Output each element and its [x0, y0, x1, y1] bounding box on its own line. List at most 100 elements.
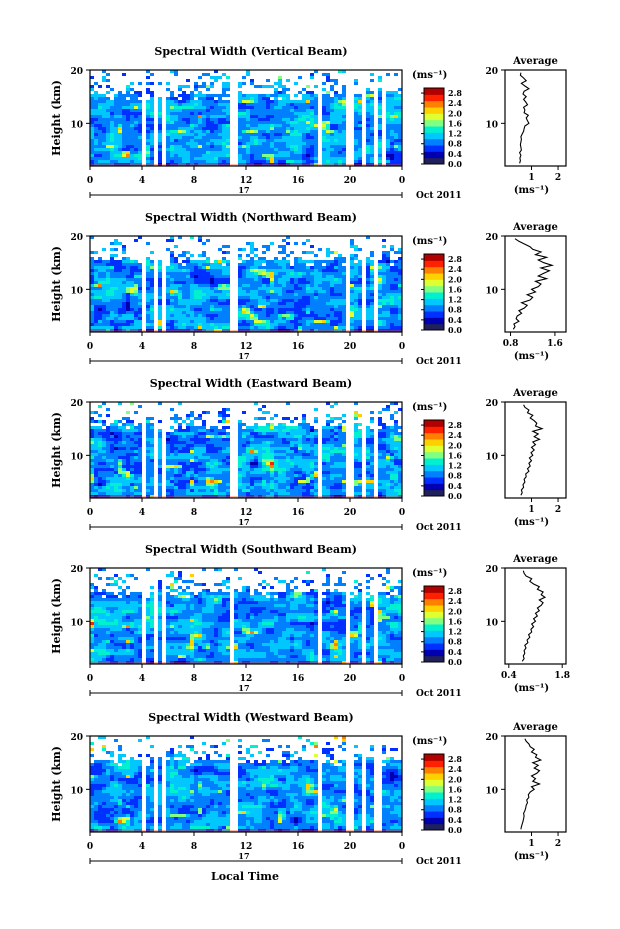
x-tick-label: 4 [139, 176, 145, 186]
colorbar-swatch [424, 779, 444, 787]
colorbar-tick-label: 1.6 [448, 118, 462, 128]
y-tick-label: 20 [70, 233, 83, 243]
avg-x-tick-label: 0.8 [503, 339, 519, 349]
colorbar-tick-label: 0.8 [448, 471, 462, 481]
colorbar-swatch [424, 592, 444, 600]
average-profile-panel: Average 10 20 0.8 1.6 (ms⁻¹) [485, 222, 567, 362]
avg-x-tick-label: 0.4 [501, 671, 517, 681]
colorbar-swatch [424, 323, 444, 331]
average-title: Average [512, 56, 558, 67]
x-tick-label: 0 [399, 342, 405, 352]
x-tick-label: 0 [87, 342, 93, 352]
colorbar-frame [423, 585, 445, 663]
average-profile-line [512, 238, 555, 330]
colorbar-tick-label: 1.2 [448, 295, 462, 305]
x-tick-label: 8 [191, 842, 197, 852]
average-frame [504, 735, 567, 833]
colorbar-tick-label: 2.0 [448, 774, 462, 784]
average-frame [504, 69, 567, 167]
colorbar-swatch [424, 279, 444, 287]
colorbar-swatch [424, 773, 444, 780]
average-frame [504, 235, 567, 333]
avg-x-tick-label: 1.6 [547, 339, 563, 349]
panel-title: Spectral Width (Southward Beam) [145, 543, 357, 556]
colorbar-swatch [424, 132, 444, 140]
colorbar-swatch [424, 445, 444, 453]
colorbar-tick-label: 0.0 [448, 491, 462, 501]
avg-y-tick-label: 10 [485, 286, 498, 296]
colorbar-tick-label: 2.4 [448, 264, 462, 274]
average-profile-line [520, 404, 544, 496]
average-title: Average [512, 554, 558, 565]
colorbar-tick-label: 1.6 [448, 450, 462, 460]
colorbar-tick-label: 0.0 [448, 657, 462, 667]
beam-panel-1: Spectral Width (Northward Beam) 10 20 Heigh… [50, 211, 567, 367]
average-profile-panel: Average 10 20 0.4 1.8 (ms⁻¹) [485, 554, 570, 694]
colorbar-swatch [424, 624, 444, 631]
colorbar-swatch [424, 432, 444, 440]
colorbar-tick-label: 2.8 [448, 754, 462, 764]
x-tick-label: 20 [344, 342, 357, 352]
avg-x-tick-label: 1 [528, 173, 534, 183]
x-tick-label: 0 [399, 674, 405, 684]
avg-x-tick-label: 1 [528, 505, 534, 515]
colorbar-tick-label: 2.4 [448, 430, 462, 440]
colorbar-frame [423, 753, 445, 831]
avg-y-tick-label: 20 [485, 233, 498, 243]
y-axis-label: Height (km) [50, 80, 63, 156]
colorbar-swatch [424, 157, 444, 165]
avg-x-label: (ms⁻¹) [514, 851, 549, 862]
x-tick-label: 8 [191, 508, 197, 518]
x-tick-label: 12 [240, 176, 253, 186]
colorbar-tick-label: 0.0 [448, 325, 462, 335]
colorbar: 0.00.40.81.21.62.02.42.8(ms⁻¹) [412, 70, 462, 169]
x-tick-label: 16 [292, 176, 305, 186]
colorbar-swatch [424, 151, 444, 159]
colorbar-tick-label: 0.4 [448, 481, 462, 491]
beam-panel-2: Spectral Width (Eastward Beam)1020Height… [50, 377, 567, 533]
colorbar-tick-label: 2.8 [448, 254, 462, 264]
surface-band [90, 164, 402, 166]
colorbar-swatch [424, 649, 444, 657]
average-title: Average [512, 388, 558, 399]
avg-y-tick-label: 10 [485, 120, 498, 130]
day-label: 17 [238, 851, 249, 861]
colorbar-swatch [424, 617, 444, 625]
colorbar-swatch [424, 113, 444, 121]
colorbar-tick-label: 1.2 [448, 627, 462, 637]
colorbar-tick-label: 0.8 [448, 305, 462, 315]
date-label: Oct 2011 [416, 857, 462, 867]
colorbar-tick-label: 0.4 [448, 647, 462, 657]
colorbar-unit: (ms⁻¹) [412, 402, 447, 413]
avg-y-tick-label: 10 [485, 786, 498, 796]
panel-title: Spectral Width (Vertical Beam) [154, 45, 347, 58]
y-tick-label: 10 [70, 286, 83, 296]
x-tick-label: 16 [292, 842, 305, 852]
colorbar-swatch [424, 298, 444, 306]
colorbar-unit: (ms⁻¹) [412, 568, 447, 579]
surface-band [90, 830, 402, 832]
avg-x-label: (ms⁻¹) [514, 683, 549, 694]
colorbar-swatch [424, 636, 444, 644]
avg-y-tick-label: 20 [485, 565, 498, 575]
day-label: 17 [238, 185, 249, 195]
colorbar-swatch [424, 260, 444, 268]
x-tick-label: 20 [344, 842, 357, 852]
colorbar-frame [423, 87, 445, 165]
y-tick-label: 20 [70, 67, 83, 77]
colorbar-swatch [424, 477, 444, 484]
x-tick-label: 4 [139, 842, 145, 852]
beam-panel-3: Spectral Width (Southward Beam) 10 20 Heigh… [50, 543, 570, 699]
colorbar-tick-label: 2.4 [448, 98, 462, 108]
colorbar-swatch [424, 119, 444, 127]
x-tick-label: 16 [292, 508, 305, 518]
colorbar-tick-label: 1.2 [448, 461, 462, 471]
day-label: 17 [238, 683, 249, 693]
colorbar-swatch [424, 292, 444, 299]
colorbar-swatch [424, 817, 444, 825]
colorbar: 0.00.40.81.21.62.02.42.8(ms⁻¹) [412, 736, 462, 835]
colorbar-swatch [424, 420, 444, 427]
colorbar-swatch [424, 785, 444, 793]
average-profile-line [520, 738, 543, 830]
colorbar-tick-label: 2.0 [448, 108, 462, 118]
